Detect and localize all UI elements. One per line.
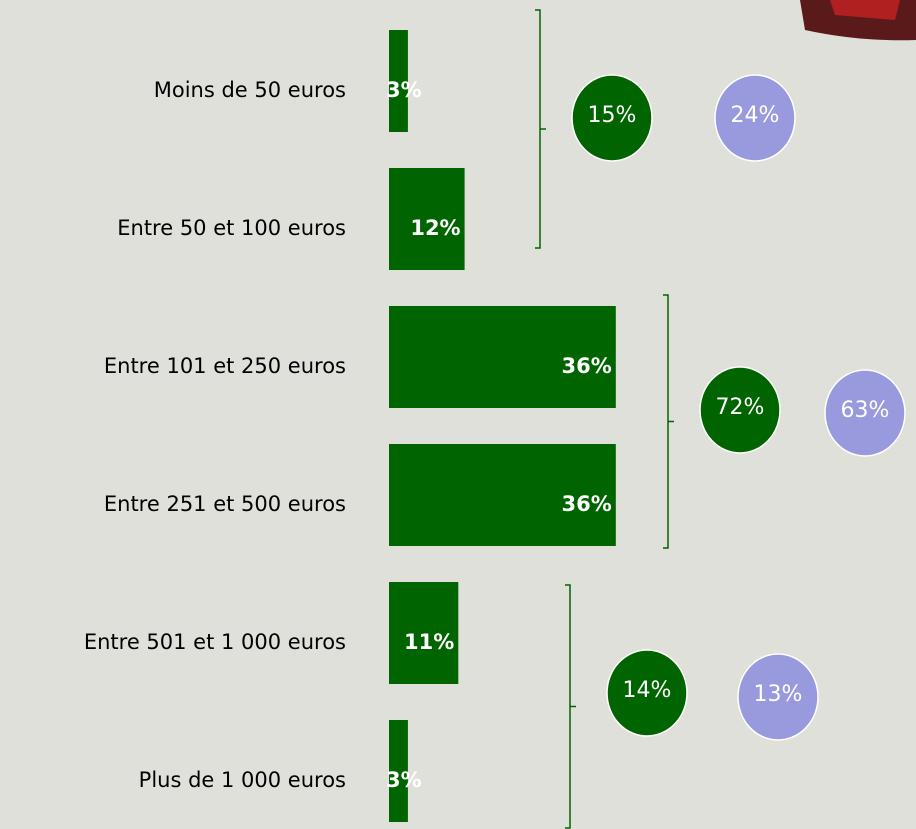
group-circle xyxy=(824,369,906,457)
corner-decoration xyxy=(830,0,900,20)
bar xyxy=(389,582,459,684)
bar xyxy=(389,306,616,408)
bar xyxy=(389,30,408,132)
group-bracket xyxy=(535,9,546,249)
group-bracket xyxy=(663,294,674,549)
group-label: 63% xyxy=(841,398,890,423)
group-label: 15% xyxy=(588,103,637,128)
group-circle xyxy=(606,649,688,737)
value-label: 12% xyxy=(410,216,460,240)
bar xyxy=(389,168,465,270)
category-label: Plus de 1 000 euros xyxy=(139,768,346,792)
bar xyxy=(389,720,408,822)
group-circle xyxy=(571,74,653,162)
value-label: 3% xyxy=(386,768,422,792)
value-label: 3% xyxy=(386,78,422,102)
group-circle xyxy=(699,366,781,454)
category-label: Moins de 50 euros xyxy=(154,78,346,102)
group-bracket xyxy=(565,584,576,829)
value-label: 11% xyxy=(404,630,454,654)
category-label: Entre 101 et 250 euros xyxy=(104,354,346,378)
group-circle xyxy=(714,74,796,162)
group-label: 13% xyxy=(754,682,803,707)
value-label: 36% xyxy=(562,492,612,516)
value-label: 36% xyxy=(562,354,612,378)
category-label: Entre 50 et 100 euros xyxy=(117,216,346,240)
group-circle xyxy=(737,653,819,741)
group-label: 14% xyxy=(623,678,672,703)
group-label: 24% xyxy=(731,103,780,128)
group-label: 72% xyxy=(716,395,765,420)
category-label: Entre 251 et 500 euros xyxy=(104,492,346,516)
category-label: Entre 501 et 1 000 euros xyxy=(84,630,346,654)
bar xyxy=(389,444,616,546)
